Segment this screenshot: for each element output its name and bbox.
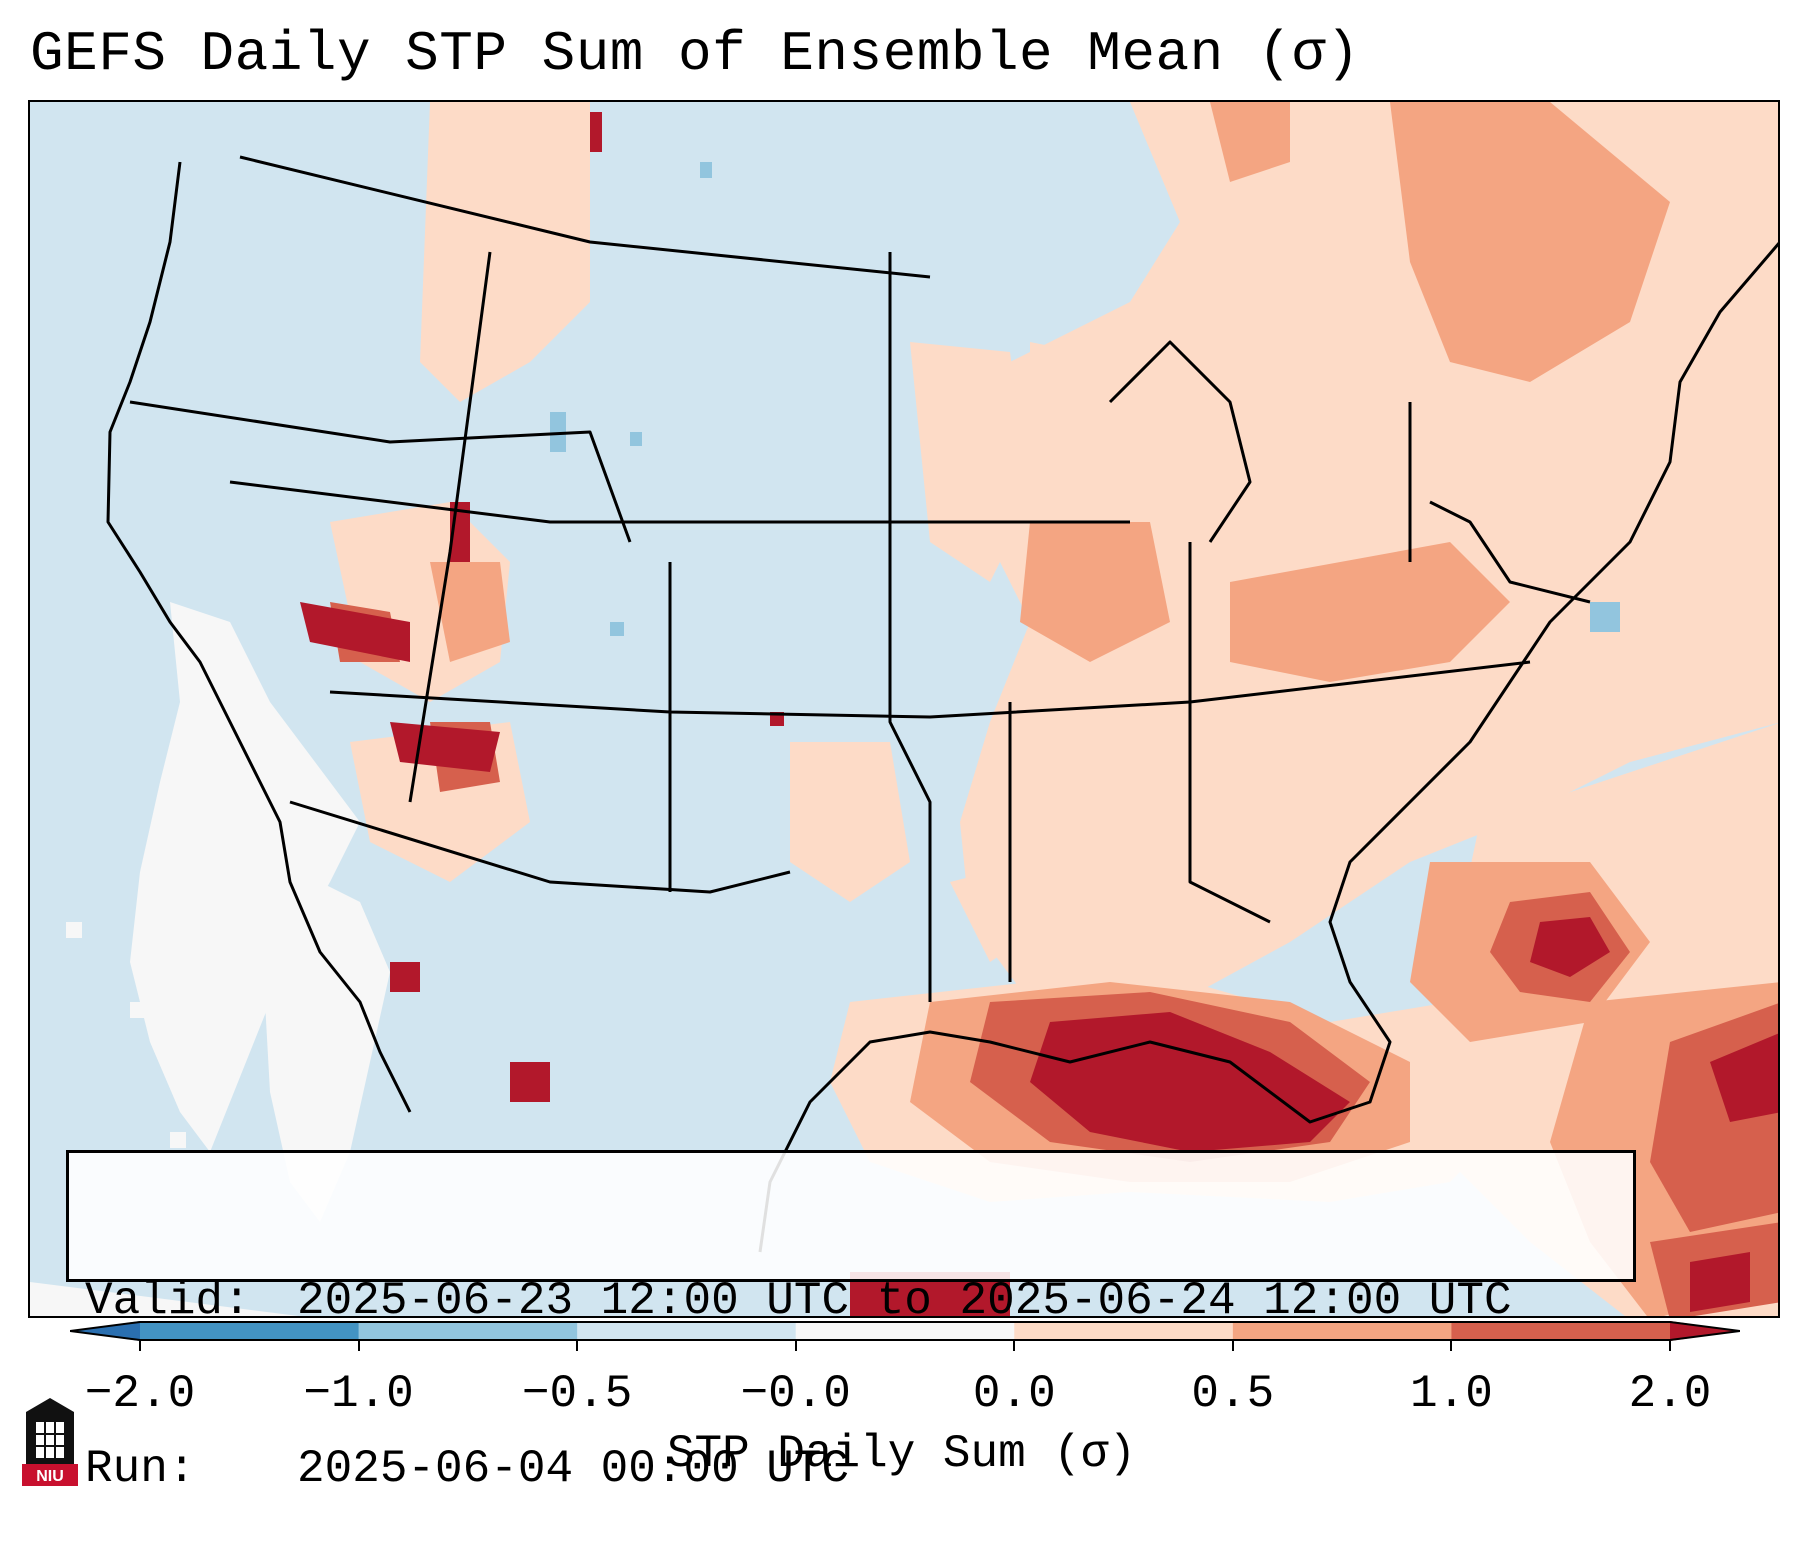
valid-row: Valid: 2025-06-23 12:00 UTC to 2025-06-24… <box>85 1273 1617 1329</box>
logo-text: NIU <box>36 1468 64 1485</box>
state-line <box>1188 542 1271 924</box>
run-row: Run: 2025-06-04 00:00 UTC <box>85 1441 1617 1497</box>
state-line <box>1429 500 1591 604</box>
colorbar-tick-mark <box>1013 1341 1016 1351</box>
great-lakes <box>1108 340 1252 543</box>
neutral-field <box>30 602 390 1316</box>
colorbar-tick-mark <box>1231 1341 1234 1351</box>
colorbar-tick-label: 0.5 <box>1191 1368 1275 1420</box>
state-line <box>129 400 632 543</box>
colorbar-segments <box>70 1321 1740 1341</box>
colorbar-bin <box>1232 1321 1452 1341</box>
colorbar <box>70 1321 1740 1341</box>
state-line <box>229 480 1130 524</box>
colorbar-bin <box>358 1321 578 1341</box>
boundaries <box>106 155 1778 1253</box>
colorbar-right-arrow <box>1670 1321 1740 1341</box>
colorbar-bin <box>795 1321 1015 1341</box>
map-panel <box>28 100 1780 1318</box>
colorbar-tick-label: −0.0 <box>740 1368 851 1420</box>
run-value: 2025-06-04 00:00 UTC <box>297 1443 850 1495</box>
colorbar-tick-label: −0.5 <box>521 1368 633 1420</box>
colorbar-tick-label: 2.0 <box>1628 1368 1712 1420</box>
max-positive-field <box>300 112 1778 1316</box>
colorbar-tick-label: 1.0 <box>1410 1368 1493 1420</box>
negative-spots <box>550 162 1620 636</box>
colorbar-left-arrow <box>70 1321 140 1341</box>
valid-label: Valid: <box>85 1275 251 1327</box>
niu-logo: NIU <box>22 1398 78 1486</box>
colorbar-tick-mark <box>794 1341 797 1351</box>
chart-title: GEFS Daily STP Sum of Ensemble Mean (σ) <box>30 22 1361 86</box>
colorbar-tick-mark <box>576 1341 579 1351</box>
valid-value: 2025-06-23 12:00 UTC to 2025-06-24 12:00… <box>297 1275 1512 1327</box>
logo-window-icon <box>36 1422 64 1458</box>
colorbar-tick-mark <box>357 1341 360 1351</box>
colorbar-bin <box>577 1321 797 1341</box>
atlantic-gulf-coastline <box>758 242 1778 1253</box>
colorbar-outline <box>70 1321 1740 1341</box>
state-line <box>888 252 932 1002</box>
run-label: Run: <box>85 1443 196 1495</box>
state-line <box>408 251 492 803</box>
colorbar-label: STP Daily Sum (σ) <box>666 1428 1137 1480</box>
colorbar-tick-label: −1.0 <box>303 1368 414 1420</box>
colorbar-tick-label: −2.0 <box>84 1368 196 1420</box>
state-line <box>289 800 791 894</box>
colorbar-tick-mark <box>1450 1341 1453 1351</box>
pacific-coastline <box>106 161 412 1113</box>
colorbar-bin <box>1451 1321 1671 1341</box>
colorbar-tick-mark <box>1669 1341 1671 1351</box>
colorbar-bin <box>140 1321 360 1341</box>
colorbar-tick-mark <box>139 1341 141 1351</box>
colorbar-bin <box>1014 1321 1234 1341</box>
state-line <box>329 660 1531 719</box>
info-box: Valid: 2025-06-23 12:00 UTC to 2025-06-24… <box>66 1150 1636 1495</box>
colorbar-tick-label: 0.0 <box>972 1368 1056 1420</box>
map-canvas <box>30 102 1778 1316</box>
canada-border <box>239 155 931 279</box>
